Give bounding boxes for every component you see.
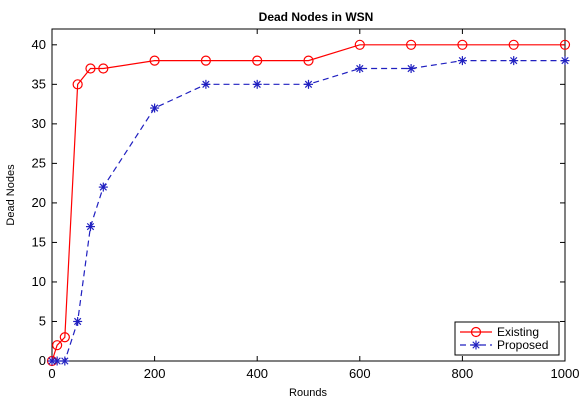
data-point bbox=[457, 39, 468, 50]
data-point bbox=[560, 56, 570, 66]
series-existing bbox=[46, 39, 571, 367]
x-tick-label: 1000 bbox=[551, 366, 580, 381]
data-point bbox=[201, 79, 211, 89]
plot-area bbox=[51, 28, 566, 362]
legend-item-proposed: Proposed bbox=[460, 338, 548, 352]
y-tick-label: 0 bbox=[39, 353, 46, 368]
data-point bbox=[406, 64, 416, 74]
data-point bbox=[150, 103, 160, 113]
data-point bbox=[303, 55, 314, 66]
plot-frame bbox=[51, 28, 566, 362]
data-point bbox=[149, 55, 160, 66]
y-tick-label: 20 bbox=[32, 195, 46, 210]
data-point bbox=[85, 63, 96, 74]
data-point bbox=[252, 79, 262, 89]
legend-item-existing: Existing bbox=[460, 325, 539, 339]
x-tick-label: 400 bbox=[246, 366, 268, 381]
data-point bbox=[98, 182, 108, 192]
data-point bbox=[73, 316, 83, 326]
y-tick-label: 15 bbox=[32, 234, 46, 249]
y-tick-label: 30 bbox=[32, 116, 46, 131]
x-tick-label: 600 bbox=[349, 366, 371, 381]
chart-title: Dead Nodes in WSN bbox=[259, 10, 374, 24]
y-tick-label: 5 bbox=[39, 313, 46, 328]
data-point bbox=[85, 222, 95, 232]
legend-box bbox=[454, 321, 560, 356]
data-point bbox=[355, 64, 365, 74]
data-point bbox=[72, 79, 83, 90]
data-point bbox=[60, 356, 70, 366]
legend-label: Proposed bbox=[497, 338, 548, 352]
data-point bbox=[406, 39, 417, 50]
x-axis-title: Rounds bbox=[289, 387, 327, 399]
y-tick-label: 40 bbox=[32, 37, 46, 52]
y-tick-label: 10 bbox=[32, 274, 46, 289]
data-point bbox=[354, 39, 365, 50]
data-point bbox=[509, 56, 519, 66]
data-point bbox=[52, 340, 63, 351]
data-point bbox=[559, 39, 571, 50]
series-line-existing bbox=[51, 44, 565, 362]
data-point bbox=[52, 356, 62, 366]
x-axis: 0 200 400 600 800 1000 bbox=[48, 29, 579, 381]
legend-marker bbox=[470, 326, 482, 338]
y-tick-label: 35 bbox=[32, 76, 46, 91]
data-point bbox=[457, 56, 467, 66]
x-tick-label: 0 bbox=[48, 366, 55, 381]
data-point bbox=[304, 79, 313, 89]
y-axis-title: Dead Nodes bbox=[5, 164, 17, 226]
legend-marker bbox=[471, 340, 481, 350]
y-tick-label: 25 bbox=[32, 155, 46, 170]
x-tick-label: 800 bbox=[452, 366, 474, 381]
data-point bbox=[252, 55, 263, 66]
series-group bbox=[46, 39, 571, 367]
data-point bbox=[508, 39, 519, 50]
x-tick-label: 200 bbox=[144, 366, 166, 381]
series-proposed bbox=[47, 56, 570, 366]
data-point bbox=[59, 332, 70, 343]
data-point bbox=[98, 63, 109, 74]
data-point bbox=[200, 55, 211, 66]
legend-label: Existing bbox=[497, 325, 539, 339]
y-axis: 0 5 10 15 20 25 30 35 40 bbox=[32, 37, 565, 368]
